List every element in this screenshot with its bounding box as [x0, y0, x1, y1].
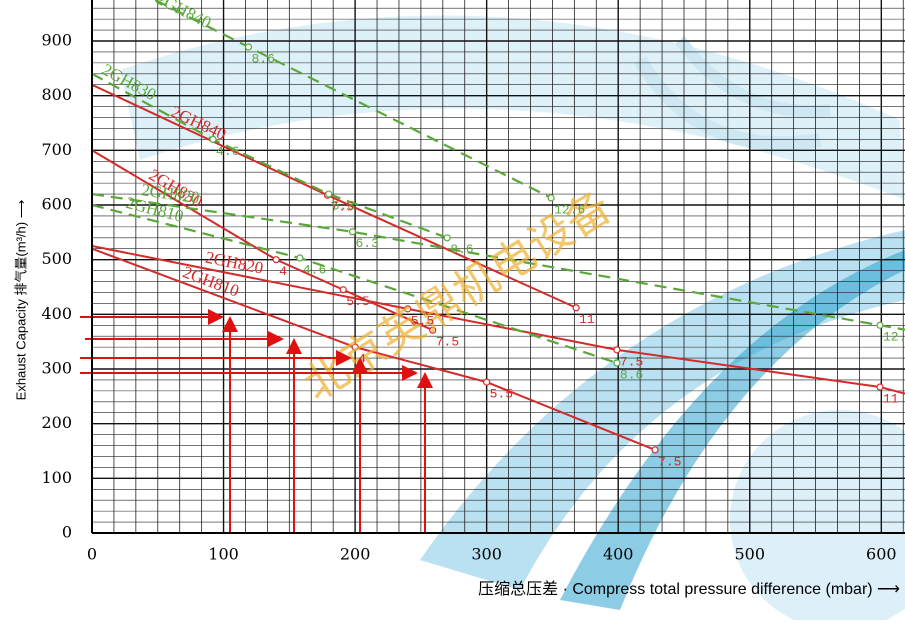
point-marker: [613, 346, 621, 354]
point-label: 4.6: [303, 262, 326, 277]
point-label: 7.5: [436, 335, 459, 350]
series-name: 2GH840: [153, 0, 214, 32]
point-label: 11: [883, 391, 899, 406]
point-label: 4.6: [216, 144, 239, 159]
x-axis-label: 压缩总压差 · Compress total pressure differen…: [478, 580, 900, 598]
point-marker: [272, 256, 280, 264]
point-label: 5.5: [490, 387, 513, 402]
x-tick-label: 0: [87, 545, 97, 564]
point-marker: [429, 326, 437, 334]
point-label: 6.3: [355, 236, 378, 251]
point-marker: [351, 343, 359, 351]
y-tick-label: 300: [41, 359, 72, 378]
point-label: 12.6: [883, 330, 905, 345]
point-marker: [325, 190, 333, 198]
point-label: 12.6: [554, 202, 585, 217]
point-label: 4: [358, 352, 366, 367]
y-tick-label: 700: [41, 140, 72, 159]
arrows: [80, 309, 433, 533]
point-marker: [244, 43, 253, 51]
y-tick-label: 500: [41, 249, 72, 268]
point-marker: [613, 359, 621, 367]
point-label: 5.5: [411, 313, 434, 328]
point-label: 7.5: [658, 454, 681, 469]
series-line: [92, 247, 656, 451]
grid: [91, 0, 905, 534]
point-label: 6.3: [332, 199, 355, 214]
x-tick-label: 100: [208, 545, 239, 564]
point-marker: [547, 194, 555, 202]
y-axis-label: Exhaust Capacity 排气量(m³/h) ⟶: [13, 200, 28, 401]
y-tick-label: 900: [41, 31, 72, 50]
plot: [92, 0, 905, 454]
y-tick-label: 200: [41, 413, 72, 432]
point-label: 11: [579, 312, 595, 327]
x-tick-label: 300: [471, 545, 502, 564]
point-label: 8.6: [450, 242, 473, 257]
point-marker: [404, 305, 412, 313]
point-marker: [651, 446, 659, 454]
x-tick-label: 400: [603, 545, 634, 564]
point-marker: [572, 304, 580, 312]
point-marker: [296, 254, 304, 262]
point-label: 7.5: [620, 354, 643, 369]
point-marker: [483, 378, 491, 386]
point-label: 4: [279, 264, 287, 279]
point-label: 8.6: [620, 367, 643, 382]
point-marker: [209, 135, 217, 143]
series-line: [92, 72, 448, 239]
point-label: 7.5: [330, 200, 353, 215]
point-label: 8.6: [252, 51, 275, 66]
background: [120, 15, 905, 625]
point-marker: [348, 228, 357, 236]
point-marker: [443, 234, 451, 242]
point-marker: [876, 383, 884, 391]
y-tick-label: 0: [62, 523, 72, 542]
point-label: 5.5: [346, 294, 369, 309]
point-marker: [876, 321, 884, 329]
x-tick-label: 200: [340, 545, 371, 564]
series-line: [92, 149, 434, 332]
y-tick-label: 800: [41, 85, 72, 104]
x-tick-label: 600: [866, 545, 897, 564]
point-marker: [339, 286, 347, 294]
y-tick-label: 400: [41, 304, 72, 323]
y-tick-label: 100: [41, 468, 72, 487]
y-tick-label: 600: [41, 195, 72, 214]
x-tick-label: 500: [734, 545, 765, 564]
